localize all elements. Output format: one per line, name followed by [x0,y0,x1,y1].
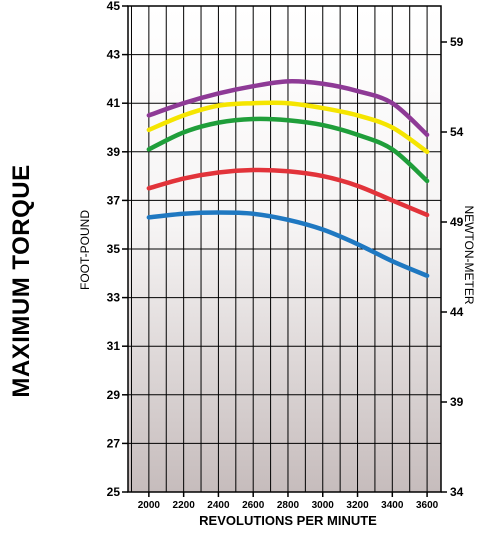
y-tick-label: 25 [107,485,121,499]
y-tick-label: 29 [107,388,121,402]
y-tick-label: 31 [107,339,121,353]
y-tick-label: 39 [107,145,121,159]
x-tick-label: 2800 [277,500,300,511]
y-tick-label: 35 [107,242,121,256]
series-line-2 [146,100,430,155]
x-axis-label: REVOLUTIONS PER MINUTE [199,513,377,528]
series-layer [146,79,430,278]
series-line-5 [146,210,430,278]
y2-tick-label: 39 [450,395,464,409]
x-tick-label: 3200 [346,500,369,511]
y-tick-label: 33 [107,291,121,305]
x-tick-label: 2000 [138,500,161,511]
x-tick-label: 3400 [381,500,404,511]
x-tick-label: 2200 [173,500,196,511]
x-tick-label: 2600 [242,500,265,511]
y2-tick-label: 44 [450,305,464,319]
y-tick-label: 45 [107,0,121,13]
series-line-4 [146,167,430,218]
y2-tick-label: 59 [450,35,464,49]
y-tick-label: 41 [107,96,121,110]
y2-tick-label: 54 [450,125,464,139]
x-tick-label: 3600 [416,500,439,511]
x-tick-label: 2400 [207,500,230,511]
y-tick-label: 37 [107,193,121,207]
series-line-1 [146,79,430,138]
ticks: 25 27 29 31 33 35 37 39 41 43 45 34 39 44 49 54 59 2000 22… [107,0,464,511]
y2-tick-label: 34 [450,485,464,499]
y-tick-label: 43 [107,48,121,62]
y2-tick-label: 49 [450,215,464,229]
y-tick-label: 27 [107,436,121,450]
x-tick-label: 3000 [312,500,335,511]
series-line-3 [146,116,430,184]
